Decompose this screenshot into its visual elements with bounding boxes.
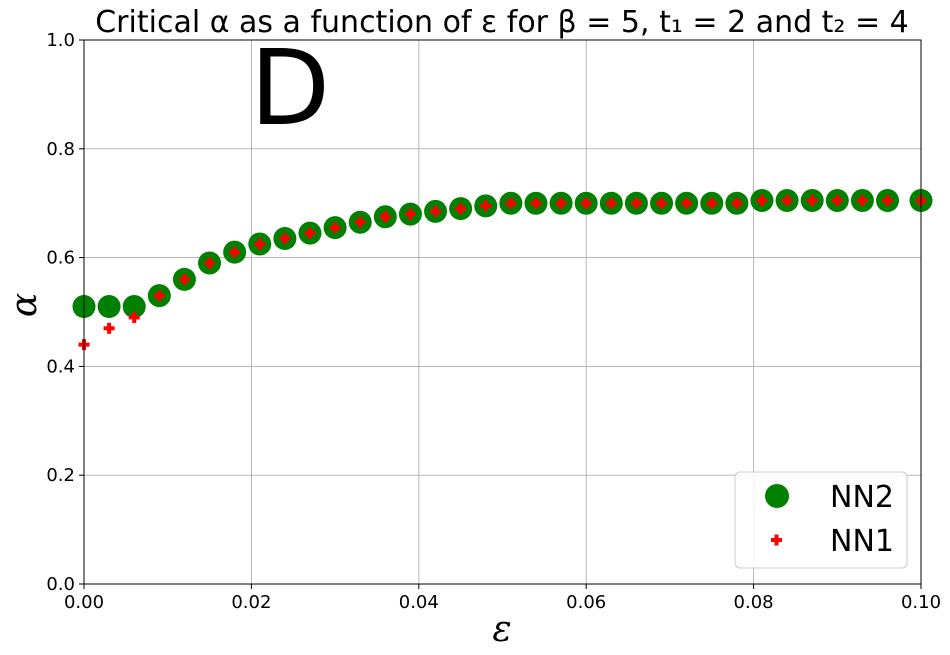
legend-marker-nn2 <box>765 484 789 508</box>
data-point-nn1 <box>731 197 743 209</box>
data-series <box>72 188 933 351</box>
data-point-nn1 <box>605 197 617 209</box>
y-tick-label: 0.0 <box>46 574 75 595</box>
data-point-nn1 <box>128 311 140 323</box>
data-point-nn1 <box>831 194 843 206</box>
data-point-nn1 <box>706 197 718 209</box>
data-point-nn1 <box>630 197 642 209</box>
legend-label-nn1: NN1 <box>830 524 894 559</box>
data-point-nn1 <box>279 233 291 245</box>
y-tick-label: 0.8 <box>46 139 75 160</box>
data-point-nn1 <box>530 197 542 209</box>
x-tick-label: 0.04 <box>399 592 439 613</box>
data-point-nn1 <box>455 203 467 215</box>
x-tick-label: 0.06 <box>566 592 606 613</box>
data-point-nn1 <box>505 197 517 209</box>
y-tick-label: 0.2 <box>46 465 75 486</box>
x-axis-label: ε <box>492 609 511 650</box>
y-tick-label: 0.4 <box>46 356 75 377</box>
series-nn1 <box>78 194 927 351</box>
x-tick-label: 0.02 <box>231 592 271 613</box>
y-tick-label: 1.0 <box>46 30 75 51</box>
chart-title: Critical α as a function of ε for β = 5,… <box>95 5 909 40</box>
data-point-nn2 <box>97 295 121 319</box>
data-point-nn1 <box>580 197 592 209</box>
data-point-nn1 <box>430 205 442 217</box>
legend: NN2 NN1 <box>734 471 908 569</box>
y-axis-ticks: 0.0 0.2 0.4 0.6 0.8 1.0 <box>46 30 84 595</box>
panel-label: D <box>250 27 330 149</box>
x-tick-label: 0.08 <box>734 592 774 613</box>
data-point-nn1 <box>480 200 492 212</box>
data-point-nn1 <box>781 194 793 206</box>
data-point-nn1 <box>103 322 115 334</box>
plot-frame <box>83 39 922 585</box>
data-point-nn1 <box>178 273 190 285</box>
legend-marker-nn1 <box>771 534 782 546</box>
data-point-nn1 <box>379 211 391 223</box>
x-axis-ticks: 0.00 0.02 0.04 0.06 0.08 0.10 <box>64 584 941 613</box>
data-point-nn1 <box>153 290 165 302</box>
data-point-nn1 <box>254 238 266 250</box>
data-point-nn1 <box>882 194 894 206</box>
data-point-nn1 <box>354 216 366 228</box>
data-point-nn1 <box>304 227 316 239</box>
data-point-nn1 <box>806 194 818 206</box>
data-point-nn1 <box>681 197 693 209</box>
x-tick-label: 0.00 <box>64 592 104 613</box>
data-point-nn1 <box>229 246 241 258</box>
legend-label-nn2: NN2 <box>830 480 894 515</box>
series-nn2 <box>72 188 933 319</box>
data-point-nn1 <box>404 208 416 220</box>
y-tick-label: 0.6 <box>46 248 75 269</box>
x-tick-label: 0.10 <box>901 592 941 613</box>
data-point-nn1 <box>204 257 216 269</box>
data-point-nn1 <box>856 194 868 206</box>
data-point-nn1 <box>656 197 668 209</box>
chart-title-text: Critical α as a function of ε for β = 5,… <box>95 5 909 40</box>
y-axis-label: α <box>4 293 45 317</box>
data-point-nn1 <box>756 194 768 206</box>
data-point-nn2 <box>122 295 146 319</box>
data-point-nn1 <box>555 197 567 209</box>
data-point-nn1 <box>329 222 341 234</box>
